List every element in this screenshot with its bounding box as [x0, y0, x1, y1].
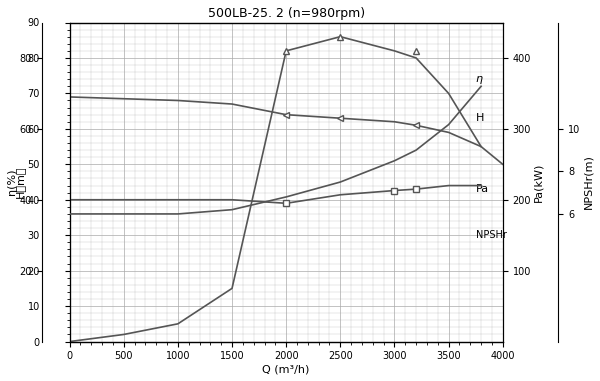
- X-axis label: Q (m³/h): Q (m³/h): [262, 364, 310, 374]
- Text: η: η: [476, 74, 482, 84]
- Y-axis label: Pa(kW): Pa(kW): [534, 162, 544, 202]
- Text: H: H: [476, 113, 484, 123]
- Text: Pa: Pa: [476, 184, 489, 194]
- Text: NPSHr: NPSHr: [476, 230, 506, 240]
- Y-axis label: η(%): η(%): [7, 169, 17, 195]
- Title: 500LB-25. 2 (n=980rpm): 500LB-25. 2 (n=980rpm): [208, 7, 365, 20]
- Y-axis label: H（m）: H（m）: [14, 166, 25, 198]
- Y-axis label: NPSHr(m): NPSHr(m): [583, 155, 593, 210]
